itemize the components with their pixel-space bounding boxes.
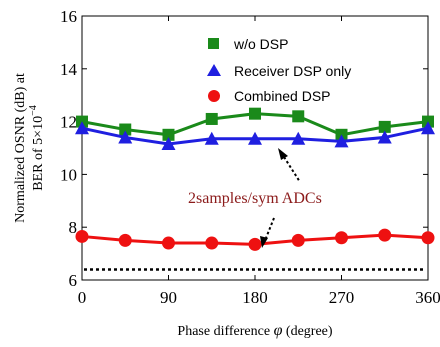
data-point: [161, 137, 176, 151]
y-tick-label: 12: [60, 113, 77, 132]
data-point: [204, 131, 219, 145]
data-point: [335, 231, 348, 245]
series-2: [75, 228, 435, 251]
data-point: [248, 237, 262, 251]
data-point: [377, 130, 392, 144]
data-point: [291, 233, 305, 247]
series-1: [75, 121, 435, 151]
x-tick-label: 0: [78, 288, 87, 307]
annotation-arrow-down: [265, 217, 275, 239]
data-point: [334, 134, 349, 148]
data-point: [291, 131, 306, 145]
y-axis-title-line2: BER of 5×10−4: [28, 105, 46, 190]
annotation: 2samples/sym ADCs: [188, 148, 322, 248]
legend-marker-square: [208, 38, 219, 49]
data-point: [421, 121, 435, 135]
legend-label-combined-dsp: Combined DSP: [234, 88, 331, 104]
data-point: [162, 128, 175, 141]
data-point: [118, 233, 132, 247]
y-axis-title-line1: Normalized OSNR (dB) at: [13, 73, 28, 223]
legend-label-receiver-dsp: Receiver DSP only: [234, 63, 351, 79]
y-tick-label: 10: [60, 165, 77, 184]
x-tick-label: 270: [329, 288, 355, 307]
legend: w/o DSP Receiver DSP only Combined DSP: [207, 36, 351, 104]
y-tick-label: 14: [60, 60, 78, 79]
data-point: [248, 131, 262, 145]
data-point: [249, 107, 261, 120]
data-point: [292, 110, 305, 123]
data-point: [378, 120, 391, 133]
annotation-arrowhead-down: [260, 236, 268, 248]
annotation-text: 2samples/sym ADCs: [188, 190, 322, 207]
data-point: [75, 121, 89, 135]
series-group: [75, 107, 435, 251]
axis-ticks: 0 90 180 270 360 6 8 10 12 14 16: [60, 7, 440, 307]
data-point: [378, 228, 392, 242]
x-axis-title: Phase difference φ (degree): [177, 322, 332, 339]
legend-marker-circle: [208, 90, 220, 102]
data-point: [119, 123, 132, 136]
data-point: [205, 236, 219, 250]
legend-label-wo-dsp: w/o DSP: [233, 36, 288, 52]
data-point: [75, 229, 89, 243]
data-point: [421, 231, 435, 245]
data-point: [162, 236, 175, 250]
data-point: [205, 112, 218, 125]
annotation-arrowhead-up: [278, 148, 288, 160]
y-tick-label: 16: [60, 7, 77, 26]
x-tick-label: 90: [160, 288, 177, 307]
legend-marker-triangle: [207, 64, 221, 76]
y-tick-label: 6: [69, 271, 78, 290]
x-tick-label: 360: [415, 288, 440, 307]
series-0: [76, 107, 434, 141]
data-point: [118, 130, 133, 144]
x-tick-label: 180: [242, 288, 268, 307]
y-tick-label: 8: [69, 218, 78, 237]
